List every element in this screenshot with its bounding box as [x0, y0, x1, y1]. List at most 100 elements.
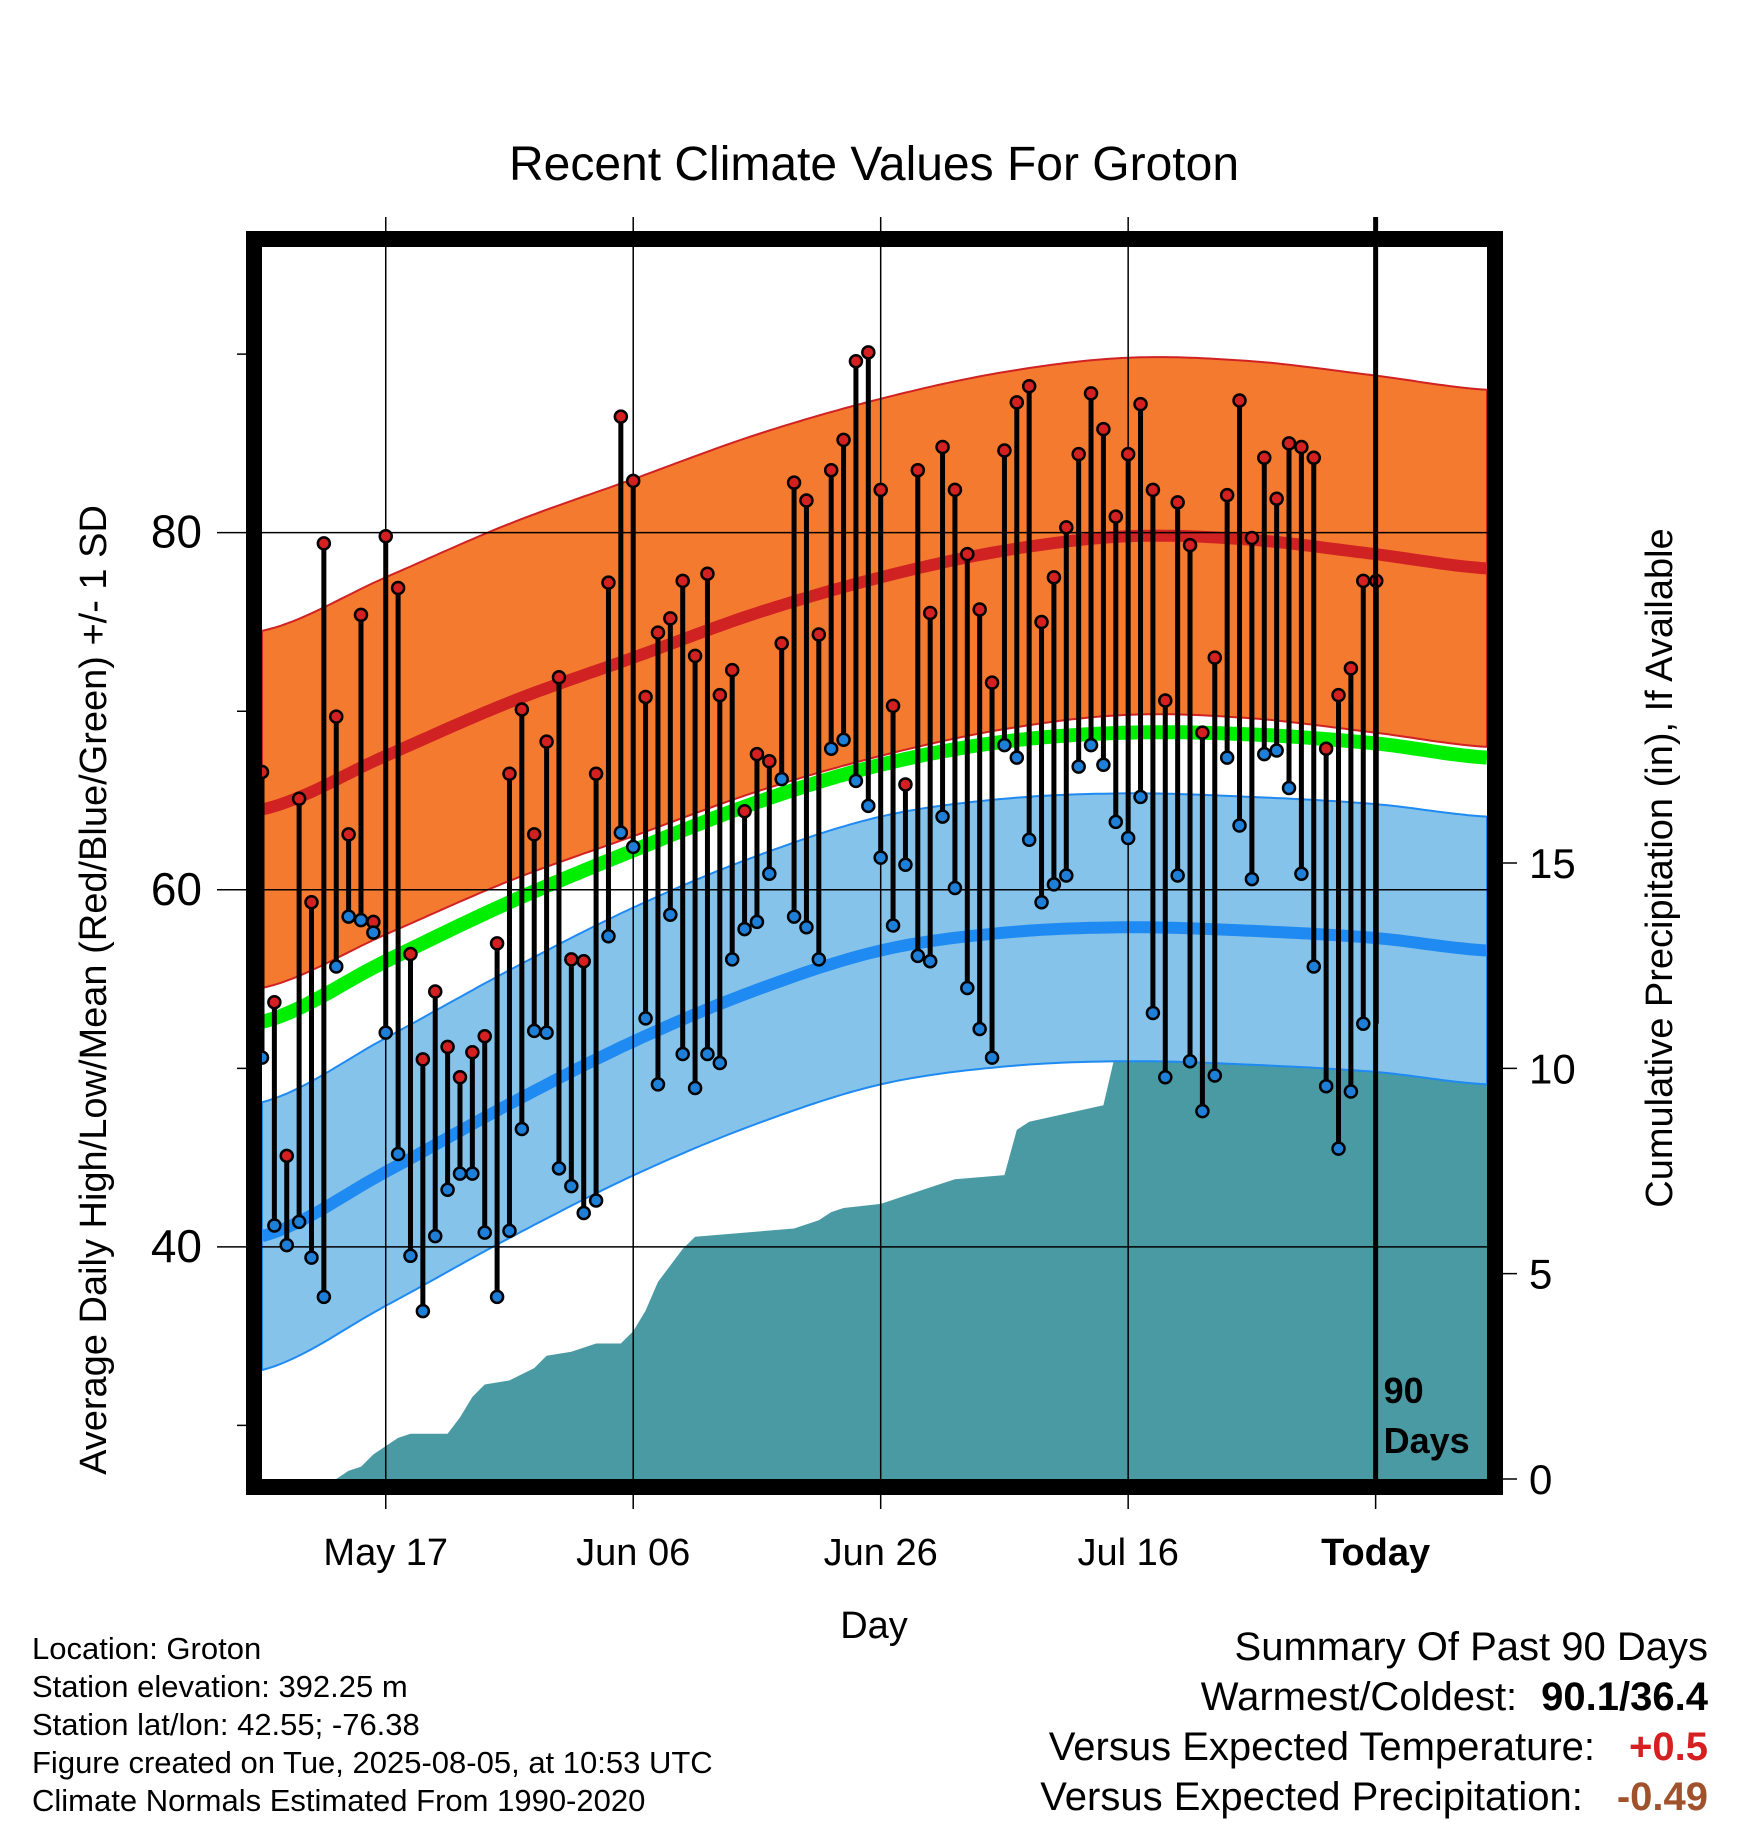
high-point [1207, 650, 1223, 665]
low-point [947, 880, 963, 896]
low-point [972, 1021, 987, 1037]
y-tick-label: 80 [151, 506, 202, 558]
low-point [514, 1121, 530, 1137]
low-point [1170, 868, 1185, 883]
today-days-label: Days [1384, 1420, 1470, 1461]
high-point [465, 1045, 480, 1060]
plot-area: 90 Days May 17 Jun 06 Jun 26 Jul 16 Today 40 60 8… [151, 217, 1576, 1574]
low-point [1343, 1084, 1359, 1099]
low-point [588, 1193, 604, 1208]
high-point [1244, 530, 1260, 546]
low-point [823, 741, 839, 756]
low-point [304, 1250, 319, 1265]
low-point [1133, 789, 1148, 805]
low-point [737, 921, 752, 937]
x-tick-label: May 17 [323, 1532, 448, 1574]
high-point [1071, 446, 1086, 462]
y2-tick-label: 0 [1529, 1456, 1552, 1503]
high-point [638, 689, 653, 705]
high-point [477, 1028, 492, 1044]
high-point [353, 607, 369, 623]
high-point [922, 605, 938, 621]
low-point [799, 920, 814, 935]
chart-title: Recent Climate Values For Groton [509, 138, 1239, 191]
high-point [1257, 450, 1272, 465]
high-point [712, 687, 728, 703]
high-point [687, 648, 703, 664]
high-point [390, 580, 406, 596]
high-point [972, 602, 987, 617]
low-point [836, 732, 851, 748]
high-point [1294, 439, 1309, 455]
high-point [452, 1070, 468, 1085]
low-point [898, 857, 913, 873]
high-point [675, 573, 690, 589]
station-info: Location: Groton Station elevation: 392.… [32, 1630, 713, 1820]
low-point [1046, 877, 1062, 892]
high-point [564, 952, 579, 967]
low-point [687, 1080, 703, 1096]
high-point [724, 662, 740, 678]
high-point [1009, 395, 1025, 410]
low-point [1244, 871, 1260, 887]
high-point [960, 546, 975, 562]
x-tick-label: Today [1321, 1532, 1430, 1574]
high-point [1281, 436, 1297, 451]
low-point [960, 980, 975, 996]
low-point [1318, 1078, 1334, 1094]
high-point [502, 766, 517, 781]
high-point [873, 482, 888, 498]
warmest-coldest-label: Warmest/Coldest: [1200, 1675, 1518, 1719]
low-point [564, 1178, 579, 1194]
x-axis-label: Day [840, 1605, 908, 1647]
y-axis-label: Average Daily High/Low/Mean (Red/Blue/Gr… [73, 505, 115, 1475]
high-point [1269, 491, 1284, 507]
low-point [1096, 757, 1111, 773]
high-point [1170, 495, 1185, 510]
high-point [774, 636, 789, 651]
high-point [1133, 396, 1148, 412]
low-point [638, 1011, 653, 1026]
high-point [526, 827, 542, 842]
low-point [465, 1166, 480, 1181]
low-point [1356, 1016, 1371, 1031]
low-point [1207, 1068, 1223, 1083]
summary-panel: Summary Of Past 90 Days Warmest/Coldest:… [1040, 1622, 1708, 1822]
warmest-coldest-value: 90.1/36.4 [1541, 1675, 1708, 1719]
high-point [737, 803, 752, 819]
high-point [997, 443, 1012, 458]
high-point [1059, 520, 1074, 535]
high-point [1096, 421, 1111, 437]
low-point [267, 1218, 282, 1233]
low-point [910, 948, 926, 964]
created-text: Figure created on Tue, 2025-08-05, at 10… [32, 1745, 713, 1780]
high-point [786, 475, 802, 490]
summary-title: Summary Of Past 90 Days [1234, 1625, 1708, 1669]
today-days-number: 90 [1384, 1370, 1424, 1411]
low-point [1120, 830, 1136, 846]
low-point [1195, 1103, 1210, 1119]
low-normal-line [262, 921, 1487, 1242]
low-point [1083, 737, 1099, 753]
high-point [749, 746, 765, 762]
high-point [403, 946, 418, 962]
high-point [514, 702, 530, 717]
high-point [823, 462, 839, 478]
high-point [1182, 537, 1198, 553]
low-point [403, 1248, 418, 1264]
low-point [1306, 959, 1322, 974]
high-normal-line [262, 529, 1487, 816]
low-point [366, 925, 381, 940]
low-point [1009, 750, 1025, 765]
x-tick-label: Jun 06 [576, 1532, 690, 1574]
low-point [601, 928, 616, 944]
high-point [625, 473, 641, 489]
high-point [935, 439, 950, 455]
low-point [1219, 750, 1235, 765]
low-point [279, 1237, 294, 1253]
plot-content [262, 247, 1487, 1479]
y-tick-label: 40 [151, 1220, 202, 1272]
high-point [1145, 482, 1161, 498]
precip-anomaly-label: Versus Expected Precipitation: [1040, 1775, 1583, 1819]
low-point [1269, 743, 1284, 758]
